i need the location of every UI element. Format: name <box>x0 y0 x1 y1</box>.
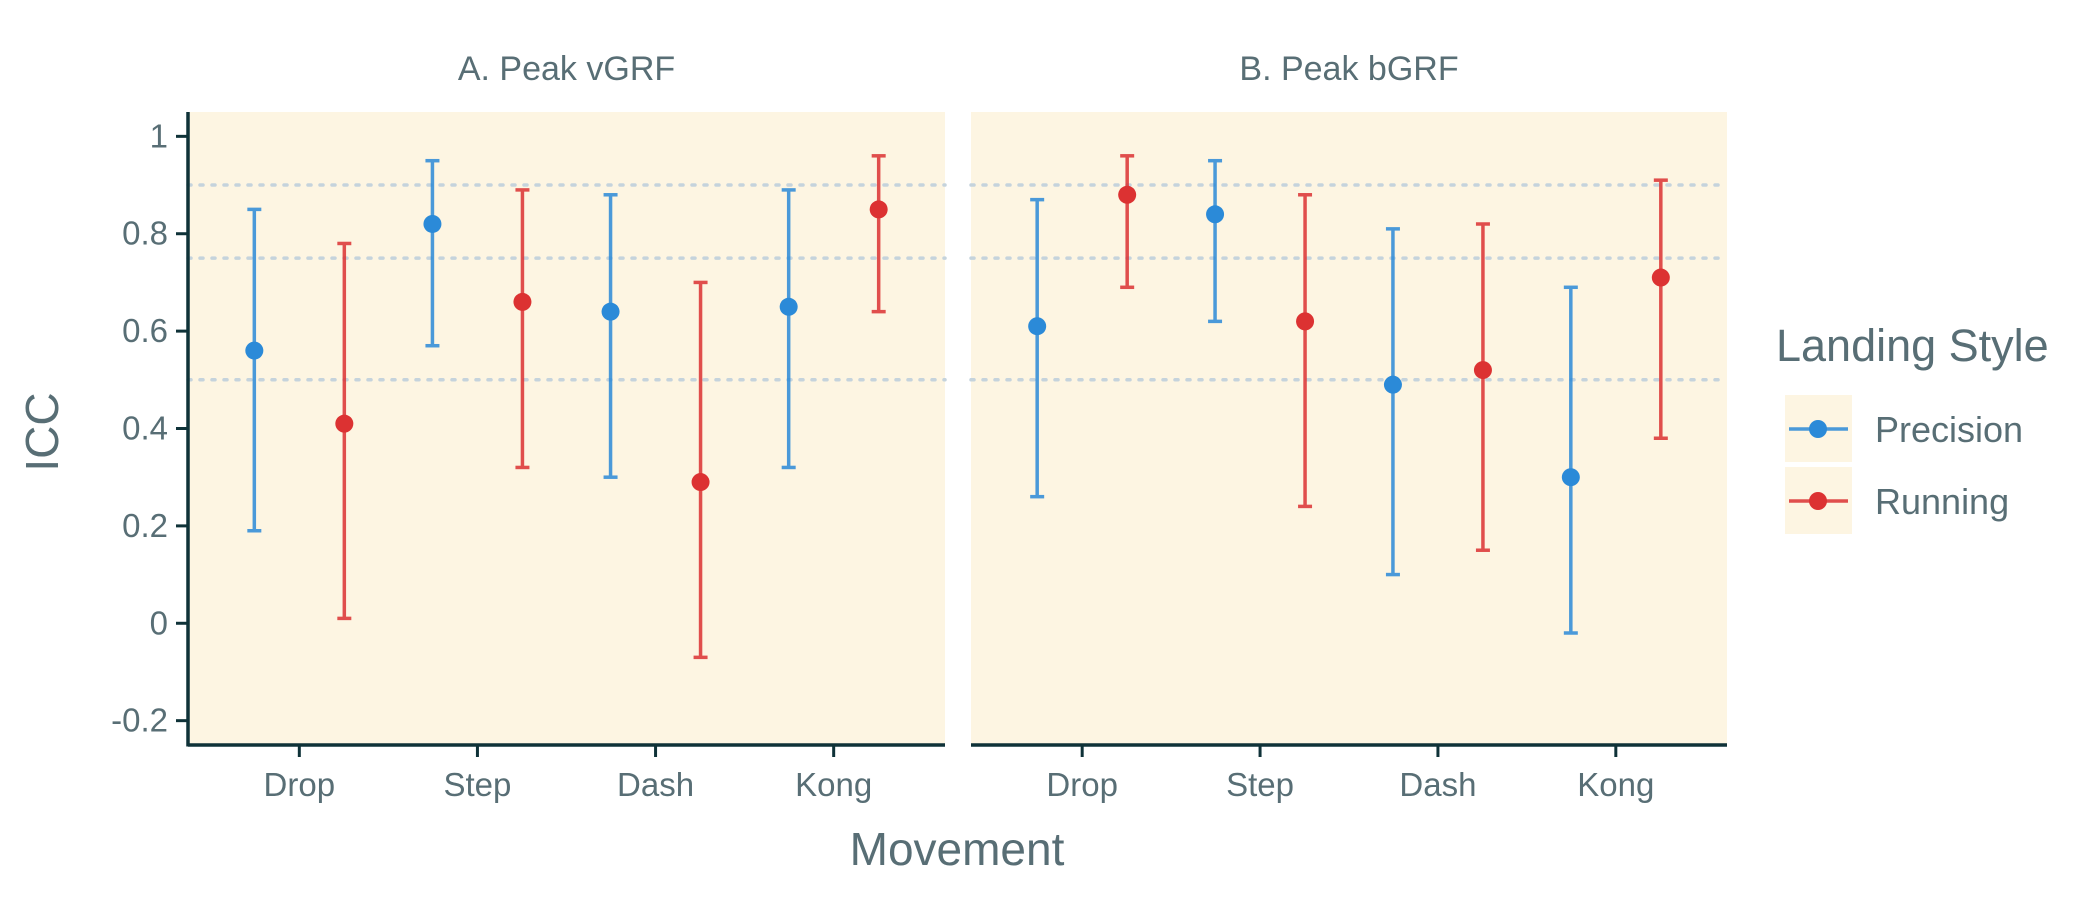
legend-entries: Precision Running <box>1785 395 2023 534</box>
data-point <box>1206 205 1225 224</box>
x-tick-label: Dash <box>1399 766 1476 803</box>
x-tick-label: Step <box>443 766 511 803</box>
x-tick-label: Drop <box>1046 766 1118 803</box>
data-point <box>1651 268 1670 287</box>
panel-title: A. Peak vGRF <box>458 50 675 88</box>
error-bar <box>1475 222 1490 552</box>
error-bar <box>693 280 708 660</box>
error-bar <box>1208 158 1223 324</box>
panels-layer: A. Peak vGRF Drop Step Dash Kong -0.2 0 0.2 0.4 0… <box>111 50 1729 803</box>
y-tick-label: -0.2 <box>111 702 168 739</box>
data-point <box>245 341 264 360</box>
y-axis-title: ICC <box>16 392 68 471</box>
series-running <box>1118 154 1670 552</box>
error-bar <box>1298 193 1313 509</box>
legend-key-point <box>1809 492 1827 510</box>
series-running <box>335 154 888 660</box>
x-tick-label: Dash <box>617 766 694 803</box>
panel-background <box>188 112 945 745</box>
data-point <box>1118 185 1137 204</box>
data-point <box>423 214 442 233</box>
error-bar <box>781 188 796 470</box>
data-point <box>1383 375 1402 394</box>
y-tick-label: 0 <box>150 604 168 641</box>
y-tick-label: 1 <box>150 117 168 154</box>
error-bar <box>247 207 262 533</box>
error-bar <box>871 154 886 314</box>
legend-entry-running: Running <box>1785 467 2009 534</box>
series-precision <box>245 158 798 533</box>
error-bar <box>1653 178 1668 440</box>
series-precision <box>1028 158 1580 635</box>
panel-2: B. Peak bGRF Drop Step Dash Kong <box>969 50 1729 803</box>
y-tick-label: 0.2 <box>122 507 168 544</box>
x-tick-label: Step <box>1226 766 1294 803</box>
data-point <box>1028 317 1047 336</box>
legend-label: Precision <box>1875 409 2023 450</box>
data-point <box>1296 312 1315 331</box>
error-bar <box>425 158 440 348</box>
y-tick-label: 0.6 <box>122 312 168 349</box>
legend-label: Running <box>1875 481 2009 522</box>
error-bar <box>1030 197 1045 499</box>
legend-key-point <box>1809 420 1827 438</box>
data-point <box>779 297 798 316</box>
legend: Landing Style Precision Running <box>1776 320 2049 534</box>
x-tick-label: Drop <box>264 766 336 803</box>
error-bar <box>1563 285 1578 635</box>
error-bar <box>603 193 618 479</box>
y-tick-label: 0.4 <box>122 410 168 447</box>
legend-entry-precision: Precision <box>1785 395 2023 462</box>
panel-background <box>971 112 1727 745</box>
x-axis-title: Movement <box>850 823 1065 875</box>
x-tick-label: Kong <box>795 766 872 803</box>
error-bar <box>515 188 530 470</box>
error-bar <box>1385 227 1400 577</box>
x-tick-label: Kong <box>1577 766 1654 803</box>
panel-title: B. Peak bGRF <box>1239 50 1458 88</box>
data-point <box>691 473 710 492</box>
data-point <box>869 200 888 219</box>
data-point <box>513 292 532 311</box>
data-point <box>601 302 620 321</box>
data-point <box>1473 361 1492 380</box>
data-point <box>1561 468 1580 487</box>
legend-title: Landing Style <box>1776 320 2049 371</box>
data-point <box>335 414 354 433</box>
panel-1: A. Peak vGRF Drop Step Dash Kong -0.2 0 0.2 0.4 0… <box>111 50 947 803</box>
y-tick-label: 0.8 <box>122 215 168 252</box>
error-bar <box>1120 154 1135 290</box>
